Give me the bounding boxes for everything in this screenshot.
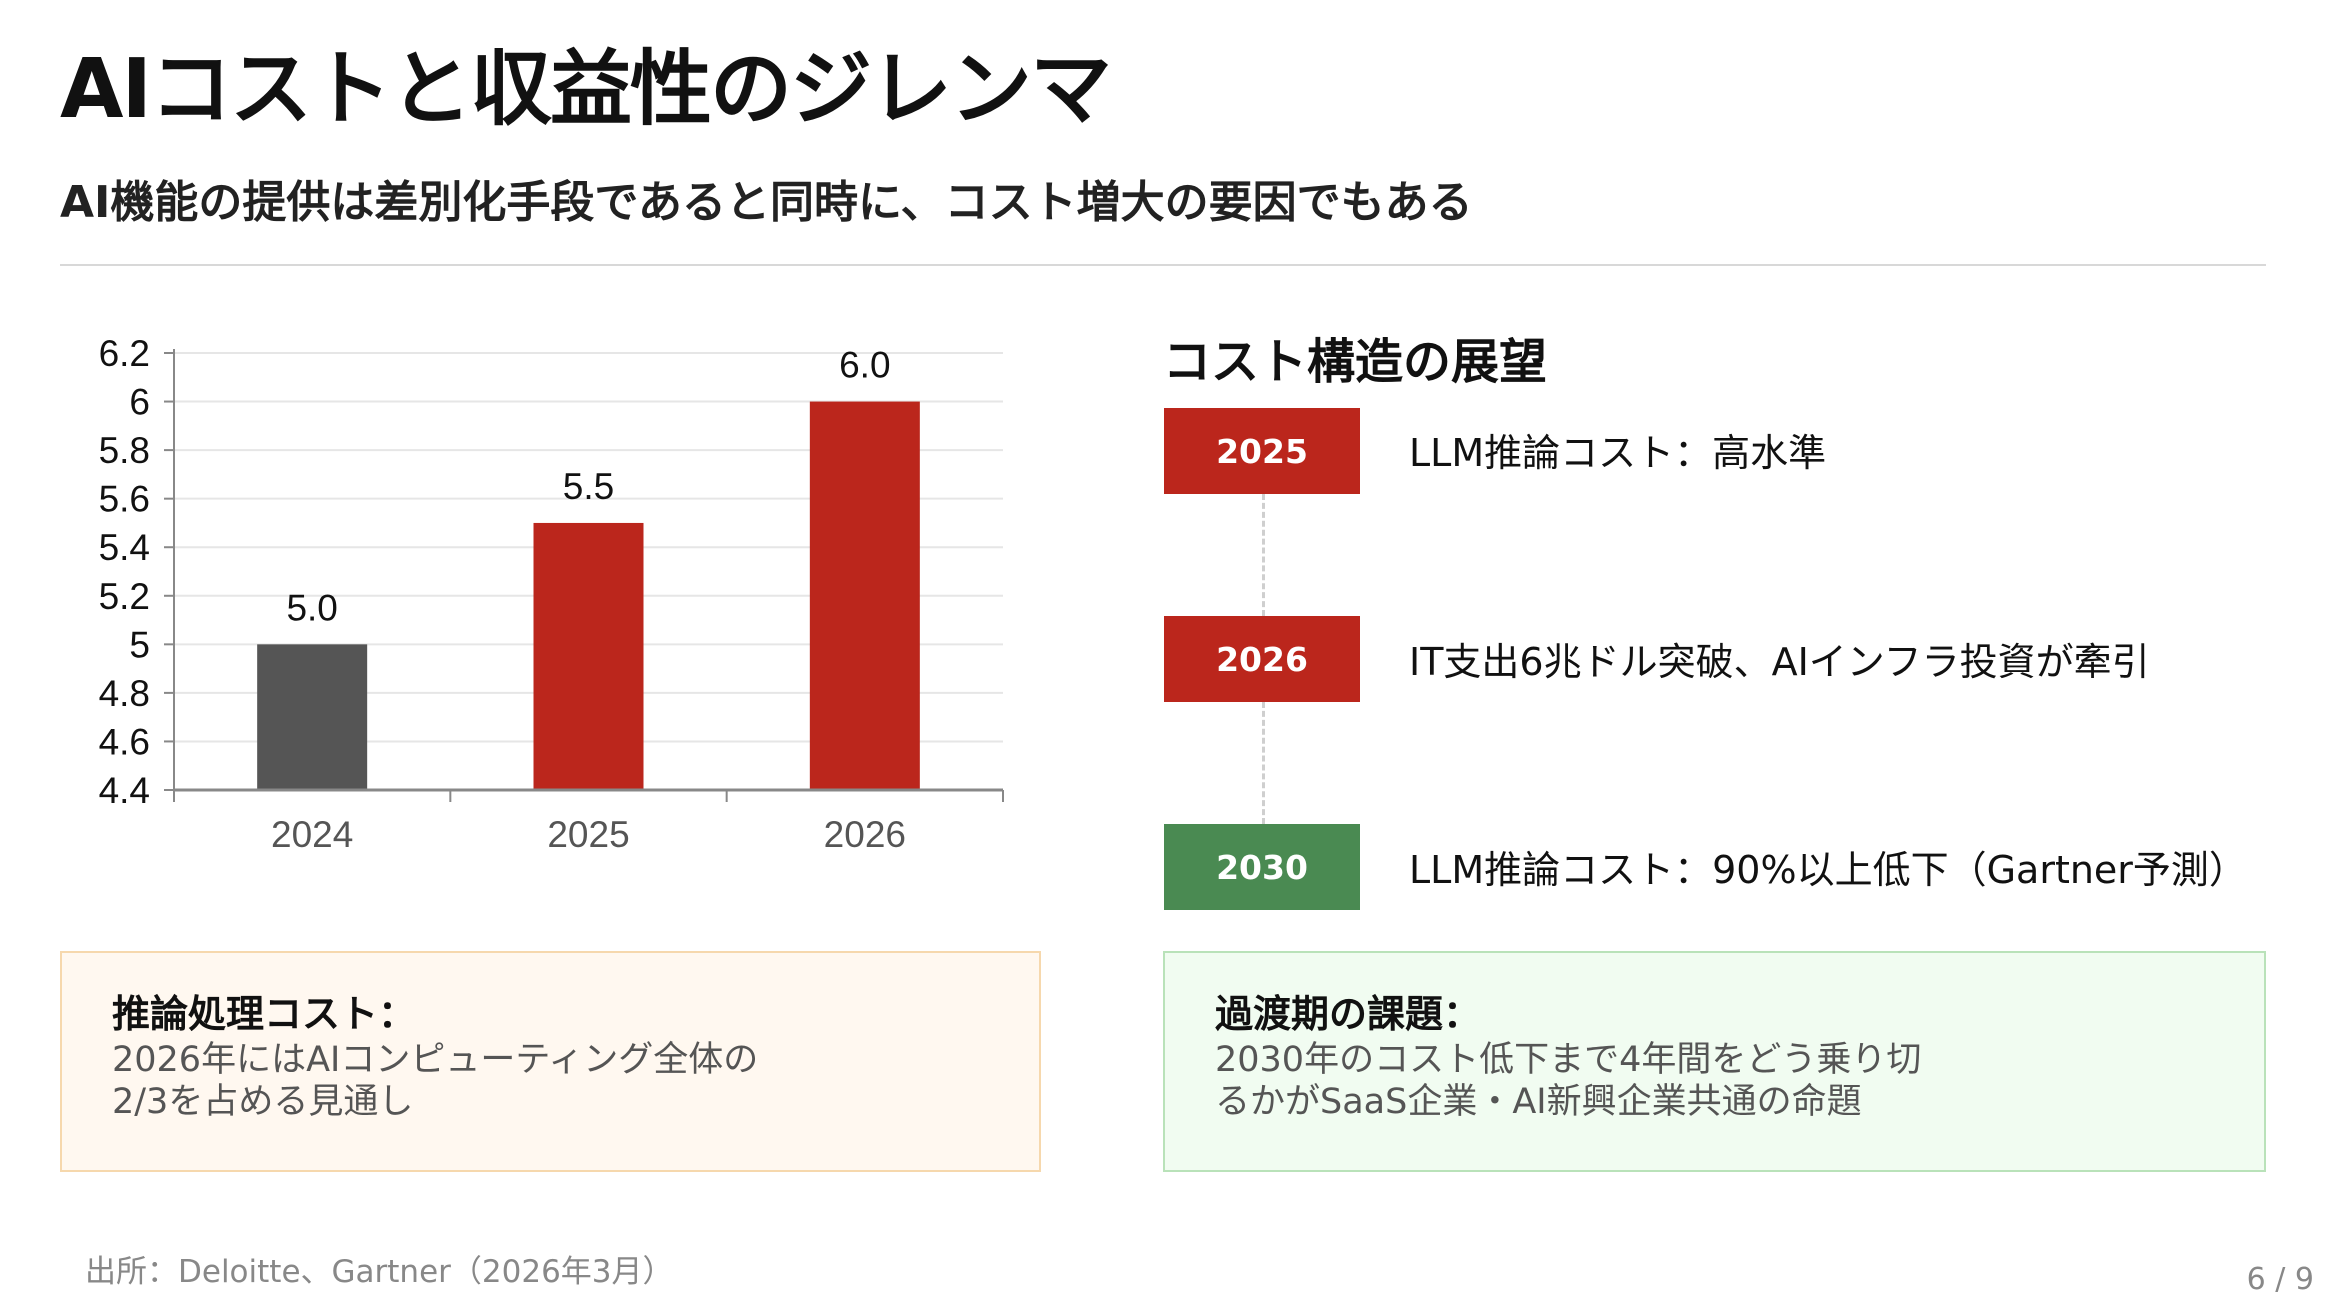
divider bbox=[60, 264, 2266, 266]
bar-2025 bbox=[533, 522, 644, 790]
timeline-text: IT支出6兆ドル突破、AIインフラ投資が牽引 bbox=[1409, 640, 2150, 684]
y-tick-label: 6 bbox=[129, 382, 150, 423]
bar-2024 bbox=[257, 644, 368, 790]
x-tick-label: 2025 bbox=[547, 814, 629, 855]
note-line: るかがSaaS企業・AI新興企業共通の命題 bbox=[1215, 1082, 1862, 1122]
note-line: 2030年のコスト低下まで4年間をどう乗り切 bbox=[1215, 1040, 1922, 1080]
note-line: 2026年にはAIコンピューティング全体の bbox=[112, 1040, 759, 1080]
y-tick-label: 5.6 bbox=[99, 479, 150, 520]
data-label: 6.0 bbox=[839, 345, 890, 386]
year-badge-2026: 2026 bbox=[1164, 616, 1360, 702]
y-tick-label: 4.6 bbox=[99, 721, 150, 762]
note-heading: 推論処理コスト： bbox=[112, 992, 417, 1036]
y-tick-label: 5.4 bbox=[99, 527, 150, 568]
y-tick-label: 5.8 bbox=[99, 430, 150, 471]
bar-chart: 4.4 4.6 4.8 5 5.2 5.4 5.6 5.8 6 6.2 5.0 2024 5.5 2025… bbox=[99, 333, 1004, 855]
year-badge-2030: 2030 bbox=[1164, 824, 1360, 910]
y-tick-label: 5.2 bbox=[99, 576, 150, 617]
x-tick-label: 2024 bbox=[271, 814, 353, 855]
page-subtitle: AI機能の提供は差別化手段であると同時に、コスト増大の要因でもある bbox=[60, 177, 1473, 228]
y-tick-label: 4.4 bbox=[99, 770, 150, 811]
timeline-connector bbox=[1262, 494, 1265, 616]
note-line: 2/3を占める見通し bbox=[112, 1082, 414, 1122]
timeline-text: LLM推論コスト：高水準 bbox=[1409, 431, 1827, 475]
timeline-text: LLM推論コスト：90%以上低下（Gartner予測） bbox=[1409, 848, 2247, 892]
source-note: 出所：Deloitte、Gartner（2026年3月） bbox=[85, 1254, 674, 1290]
note-inference-cost: 推論処理コスト： 2026年にはAIコンピューティング全体の 2/3を占める見通… bbox=[60, 951, 1041, 1172]
outlook-heading: コスト構造の展望 bbox=[1163, 334, 1548, 390]
timeline-connector bbox=[1262, 702, 1265, 824]
y-tick-label: 5 bbox=[129, 624, 150, 665]
page-number: 6 / 9 bbox=[2246, 1262, 2314, 1297]
y-tick-label: 6.2 bbox=[99, 333, 150, 374]
note-transition-challenge: 過渡期の課題： 2030年のコスト低下まで4年間をどう乗り切 るかがSaaS企業… bbox=[1163, 951, 2266, 1172]
note-heading: 過渡期の課題： bbox=[1215, 992, 1482, 1036]
page-title: AIコストと収益性のジレンマ bbox=[60, 42, 1112, 137]
bar-2026 bbox=[809, 401, 920, 790]
x-tick-label: 2026 bbox=[824, 814, 906, 855]
y-tick-label: 4.8 bbox=[99, 673, 150, 714]
data-label: 5.0 bbox=[286, 587, 337, 628]
year-badge-2025: 2025 bbox=[1164, 408, 1360, 494]
data-label: 5.5 bbox=[563, 466, 614, 507]
